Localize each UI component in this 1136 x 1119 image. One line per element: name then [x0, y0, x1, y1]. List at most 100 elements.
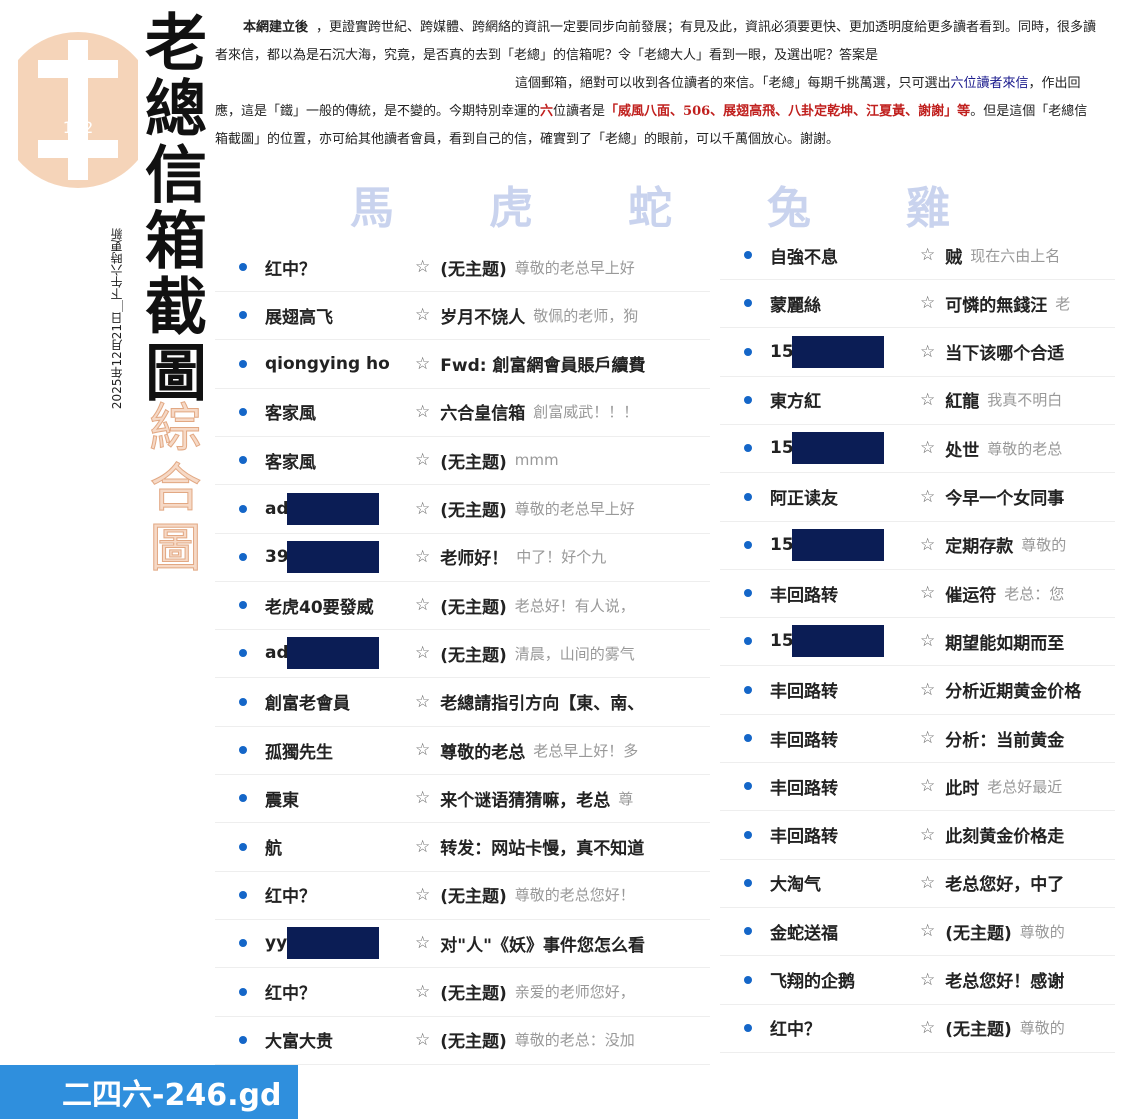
sender: 自強不息 — [770, 247, 838, 268]
star: ☆ — [920, 486, 936, 507]
sender: 阿正读友 — [770, 489, 838, 509]
sender: 孤獨先生 — [265, 742, 333, 763]
bullet — [744, 540, 752, 549]
bullet — [239, 746, 247, 754]
mail-row: 阿正读友 ☆ 今早一个女同事 — [720, 473, 1115, 522]
sender: 丰回路转 — [770, 682, 838, 703]
mail-row: 東方紅 ☆ 紅龍 我真不明白 — [720, 376, 1115, 425]
preview: 中了！好个九 — [516, 548, 607, 567]
subject: 期望能如期而至 — [945, 633, 1065, 654]
intro-text: 六位讀者來信 — [950, 76, 1029, 91]
subject: (无主题) — [440, 887, 507, 908]
zodiac-sign: 馬 — [350, 183, 394, 234]
star: ☆ — [415, 498, 431, 519]
redaction — [287, 637, 379, 670]
logo: 132 — [18, 32, 138, 188]
mail-row: 丰回路转 ☆ 分析近期黄金价格 — [720, 666, 1115, 715]
subject: 来个谜语猜猜嘛，老总 — [440, 790, 611, 811]
subject: (无主题) — [945, 1020, 1012, 1041]
mail-row: 丰回路转 ☆ 此时 老总好最近 — [720, 762, 1115, 812]
bullet — [239, 890, 247, 899]
subject: 可憐的無錢汪 — [945, 295, 1048, 316]
update-date: 2025年12月21日＿下午六時更新 — [110, 228, 124, 410]
subject: 尊敬的老总 — [440, 742, 526, 763]
subject: 定期存款 — [945, 537, 1014, 558]
star: ☆ — [920, 438, 936, 459]
mail-row: 老虎40要發威 ☆ (无主题) 老总好！有人说， — [215, 581, 710, 631]
bullet — [744, 637, 752, 646]
bullet — [744, 685, 752, 694]
bullet — [239, 311, 247, 320]
zodiac-row: 馬虎蛇兔雞 — [350, 172, 950, 236]
bullet — [744, 927, 752, 936]
mail-row: 红中？ ☆ (无主题) 尊敬的 — [720, 1004, 1115, 1053]
mail-row: 自強不息 ☆ 贼现在六由上名 — [720, 231, 1115, 280]
sender: 航 — [265, 839, 282, 860]
preview: 尊敬的 — [1021, 536, 1067, 555]
subtitle: 綜合圖 — [140, 400, 201, 581]
star: ☆ — [920, 341, 936, 362]
title: 老總信箱截圖 — [134, 10, 207, 406]
mail-row: 红中？ ☆ (无主题) 亲爱的老师您好， — [215, 968, 710, 1017]
star: ☆ — [415, 740, 431, 760]
mail-row: 大淘气 ☆ 老总您好，中了 — [720, 859, 1115, 908]
footer-brand: 二四六-246.gd — [0, 1065, 298, 1119]
star: ☆ — [415, 401, 431, 422]
star: ☆ — [415, 305, 431, 326]
sender: 丰回路转 — [770, 827, 838, 848]
preview: 老总好！有人说， — [514, 596, 635, 615]
mail-row: 157 ☆ 期望能如期而至 — [720, 617, 1115, 667]
subject: 分析：当前黄金 — [945, 730, 1065, 751]
sender: 157 — [770, 432, 920, 465]
mail-row: ad ☆ (无主题) 尊敬的老总早上好 — [215, 485, 710, 534]
star: ☆ — [920, 776, 936, 797]
preview: 老总：您 — [1004, 584, 1065, 603]
mail-row: 15 ☆ 当下该哪个合适 — [720, 328, 1115, 377]
bullet — [744, 878, 752, 887]
star: ☆ — [920, 631, 936, 652]
mail-row: 红中？ ☆ (无主题) 尊敬的老总早上好 — [215, 243, 710, 292]
star: ☆ — [415, 884, 431, 905]
subject: (无主题) — [440, 259, 507, 280]
sender: 丰回路转 — [770, 730, 838, 751]
preview: 尊敬的老总 — [987, 439, 1063, 458]
star: ☆ — [415, 595, 431, 616]
sender: 東方紅 — [770, 392, 821, 413]
star: ☆ — [920, 293, 936, 314]
zodiac-sign: 蛇 — [628, 183, 672, 234]
preview: 现在六由上名 — [970, 246, 1061, 265]
intro-text: 「威風八面、506、展翅高飛、八卦定乾坤、江夏黃、謝謝」等 — [605, 104, 971, 119]
star: ☆ — [415, 933, 431, 954]
star: ☆ — [415, 981, 431, 1002]
intro-text: 六 — [540, 104, 554, 119]
mail-row: 航 ☆ 转发：网站卡慢，真不知道 — [215, 823, 710, 872]
sender: yy1 — [265, 927, 415, 960]
subject: 当下该哪个合适 — [945, 344, 1065, 365]
redaction — [792, 528, 884, 561]
subject: 贼 — [945, 247, 963, 268]
star: ☆ — [920, 872, 936, 893]
bullet — [239, 939, 247, 948]
preview: 老 — [1055, 294, 1071, 313]
preview: 亲爱的老师您好， — [514, 983, 635, 1001]
star: ☆ — [415, 643, 431, 664]
sender: 大富大贵 — [265, 1032, 333, 1053]
intro-text: ，更證實跨世紀、跨媒體、跨網絡的資訊一定要同步向前發展；有見及此，資訊必須要更快… — [215, 20, 1097, 63]
mail-row: 展翅高飞 ☆ 岁月不饶人 敬佩的老师，狗 — [215, 291, 710, 341]
mail-row: 39 ☆ 老师好！ 中了！好个九 — [215, 533, 710, 582]
bullet — [744, 830, 752, 839]
mail-row: yy1 ☆ 对"人"《妖》事件您怎么看 — [215, 919, 710, 969]
bullet — [239, 407, 247, 416]
preview: 尊敬的老总早上好 — [514, 258, 635, 277]
bullet — [239, 697, 247, 706]
star: ☆ — [415, 450, 431, 471]
star: ☆ — [920, 728, 936, 748]
sender: ad — [265, 637, 415, 670]
subject: (无主题) — [440, 501, 507, 521]
bullet — [744, 734, 752, 742]
subject: 老总您好！感谢 — [945, 972, 1065, 992]
star: ☆ — [415, 546, 431, 567]
sender: 飞翔的企鹅 — [770, 972, 855, 992]
subject: (无主题) — [945, 923, 1012, 944]
star: ☆ — [415, 788, 431, 809]
